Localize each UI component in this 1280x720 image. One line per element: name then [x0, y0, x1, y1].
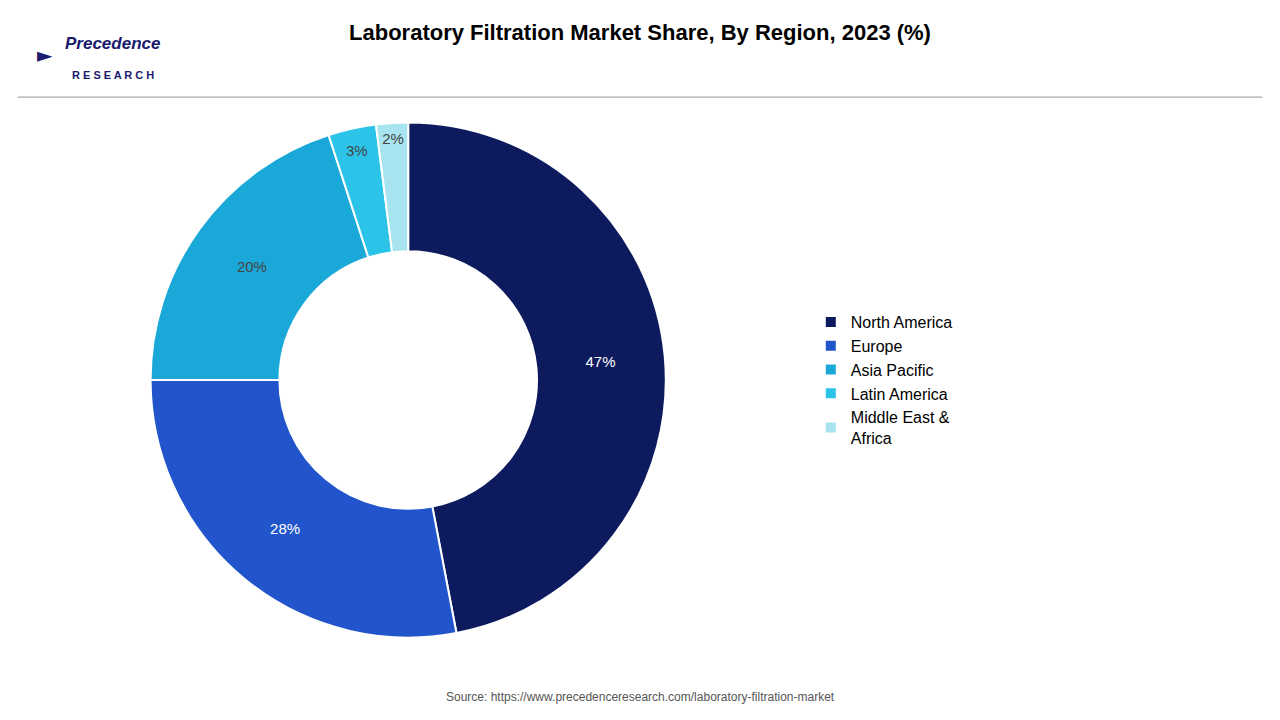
svg-text:20%: 20% — [237, 258, 267, 275]
svg-text:R E S E A R C H: R E S E A R C H — [72, 69, 154, 81]
svg-text:28%: 28% — [270, 520, 300, 537]
svg-text:Europe: Europe — [851, 338, 903, 355]
svg-text:North America: North America — [851, 314, 952, 331]
svg-text:2%: 2% — [382, 130, 404, 147]
svg-text:►: ► — [37, 43, 53, 67]
svg-text:47%: 47% — [586, 353, 616, 370]
svg-text:Laboratory Filtration Market S: Laboratory Filtration Market Share, By R… — [349, 20, 931, 45]
svg-text:Precedence: Precedence — [65, 34, 160, 53]
svg-text:3%: 3% — [346, 142, 368, 159]
svg-text:Middle East &Africa: Middle East &Africa — [851, 409, 950, 447]
svg-text:Latin America: Latin America — [851, 386, 948, 403]
svg-text:Asia Pacific: Asia Pacific — [851, 362, 934, 379]
svg-text:Source: https://www.precedence: Source: https://www.precedenceresearch.c… — [446, 690, 835, 704]
